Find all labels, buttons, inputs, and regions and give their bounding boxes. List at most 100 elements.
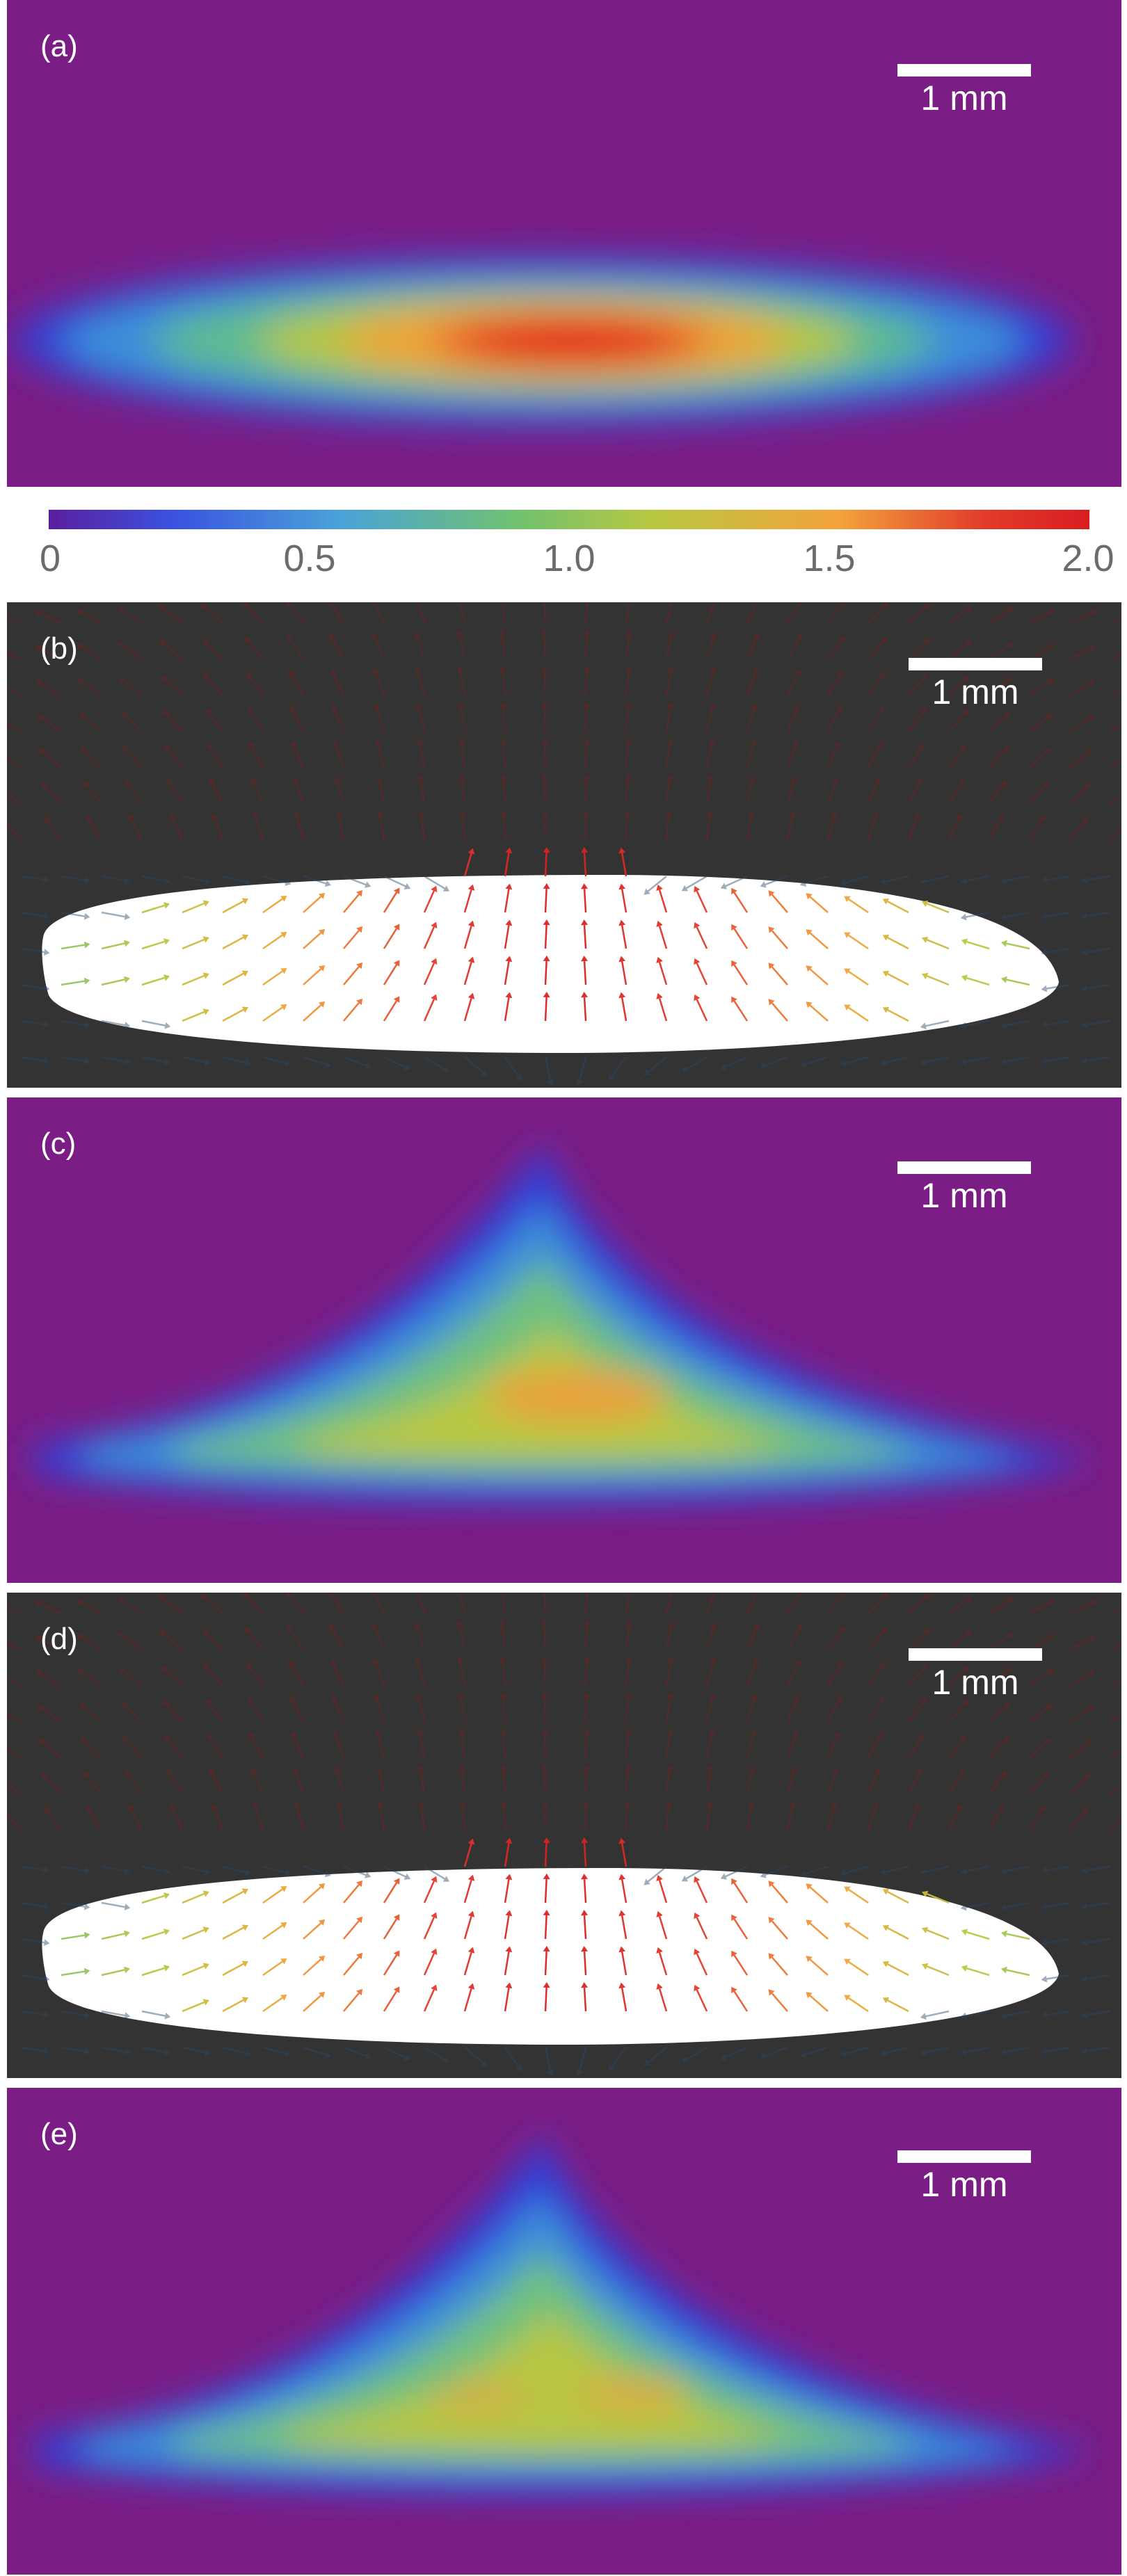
vector-arrow xyxy=(463,962,472,985)
vector-arrow xyxy=(786,1735,797,1759)
vector-arrow-head xyxy=(922,1629,929,1636)
vector-arrow-head xyxy=(43,1903,50,1910)
vector-arrow-head xyxy=(1041,2047,1048,2055)
vector-arrow xyxy=(733,892,749,913)
vector-arrow xyxy=(378,780,385,805)
vector-arrow-head xyxy=(393,1878,400,1885)
vector-arrow-head xyxy=(656,1874,663,1881)
vector-arrow xyxy=(504,1056,520,1077)
vector-arrow-head xyxy=(694,885,701,893)
vector-arrow xyxy=(262,1056,287,1065)
vector-arrow xyxy=(989,609,1010,625)
vector-arrow-head xyxy=(505,992,513,999)
vector-arrow-head xyxy=(837,1660,843,1668)
vector-arrow-head xyxy=(768,890,775,897)
colorbar-tick-0-5: 0.5 xyxy=(283,538,336,579)
vector-arrow-head xyxy=(547,1079,554,1086)
vector-arrow xyxy=(253,782,264,805)
vector-arrow xyxy=(583,924,587,949)
vector-arrow xyxy=(826,1736,838,1759)
vector-arrow xyxy=(378,1771,385,1795)
vector-arrow xyxy=(845,2046,869,2055)
vector-arrow-head xyxy=(37,1705,44,1712)
vector-arrow-head xyxy=(955,813,962,821)
vector-arrow-head xyxy=(356,889,363,897)
vector-arrow xyxy=(1069,647,1092,661)
vector-arrow-head xyxy=(200,1593,208,1600)
vector-arrow-head xyxy=(467,920,475,927)
vector-arrow-head xyxy=(318,965,326,972)
vector-arrow-head xyxy=(393,1950,400,1957)
vector-arrow-head xyxy=(618,1910,626,1917)
vector-arrow xyxy=(206,1667,223,1687)
vector-arrow xyxy=(458,602,466,624)
vector-arrow xyxy=(1006,942,1030,950)
vector-arrow xyxy=(583,888,587,913)
vector-arrow xyxy=(705,1771,712,1795)
vector-arrow-head xyxy=(124,1903,131,1910)
vector-arrow-head xyxy=(840,1869,847,1876)
vector-arrow xyxy=(696,999,708,1022)
vector-arrow xyxy=(625,1770,629,1795)
vector-arrow-head xyxy=(924,604,931,611)
vector-arrow xyxy=(1110,1783,1121,1795)
vector-arrow xyxy=(611,1056,627,1077)
vector-arrow-head xyxy=(581,956,589,962)
vector-arrow-head xyxy=(920,1022,927,1030)
vector-arrow-head xyxy=(480,1070,488,1077)
vector-arrow xyxy=(1087,1901,1111,1908)
vector-arrow-head xyxy=(1081,876,1088,884)
vector-arrow xyxy=(705,780,712,805)
vector-arrow-head xyxy=(393,887,400,894)
vector-arrow-head xyxy=(1047,679,1054,685)
vector-arrow-head xyxy=(664,1801,672,1808)
vector-arrow xyxy=(733,1000,749,1022)
vector-arrow xyxy=(746,673,757,696)
vector-arrow xyxy=(705,672,714,696)
vector-arrow xyxy=(209,747,224,768)
vector-arrow xyxy=(211,1772,224,1795)
vector-arrow xyxy=(141,1056,166,1063)
vector-arrow-head xyxy=(583,666,591,673)
vector-arrow xyxy=(746,816,752,841)
vector-arrow xyxy=(61,2010,85,2016)
vector-arrow-head xyxy=(543,883,550,889)
vector-arrow-head xyxy=(541,1765,549,1771)
vector-arrow xyxy=(335,1735,345,1759)
vector-arrow-head xyxy=(806,929,813,936)
vector-arrow-head xyxy=(442,1876,450,1882)
vector-arrow xyxy=(331,1628,345,1650)
vector-arrow xyxy=(303,1958,322,1976)
vector-arrow-head xyxy=(334,1766,341,1773)
vector-arrow-head xyxy=(608,1074,615,1081)
vector-arrow-head xyxy=(83,781,90,788)
vector-arrow xyxy=(966,976,990,986)
vector-arrow xyxy=(826,1700,840,1723)
vector-arrow xyxy=(887,1963,909,1977)
vector-arrow-head xyxy=(83,1057,90,1065)
vector-arrow xyxy=(908,1702,924,1723)
vector-arrow-head xyxy=(1005,677,1012,684)
vector-arrow xyxy=(826,1665,841,1687)
vector-arrow-head xyxy=(1039,815,1046,822)
vector-arrow-head xyxy=(43,985,50,992)
vector-arrow-head xyxy=(960,744,967,751)
vector-arrow xyxy=(948,713,966,732)
vector-arrow-head xyxy=(285,1060,291,1067)
vector-arrow-head xyxy=(202,1008,209,1015)
vector-arrow xyxy=(383,875,406,887)
vector-arrow xyxy=(290,675,305,696)
vector-arrow xyxy=(343,966,360,985)
vector-arrow-head xyxy=(333,740,339,747)
vector-arrow-head xyxy=(665,775,673,781)
vector-arrow xyxy=(1069,682,1091,697)
vector-arrow xyxy=(182,2046,206,2054)
vector-arrow xyxy=(463,1952,472,1976)
vector-arrow xyxy=(262,875,287,884)
vector-arrow-head xyxy=(1089,1636,1096,1642)
vector-arrow-head xyxy=(581,992,589,998)
vector-arrow xyxy=(1028,819,1044,841)
vector-arrow-head xyxy=(581,883,589,889)
vector-arrow-head xyxy=(668,1620,676,1627)
vector-arrow-head xyxy=(581,1982,589,1988)
